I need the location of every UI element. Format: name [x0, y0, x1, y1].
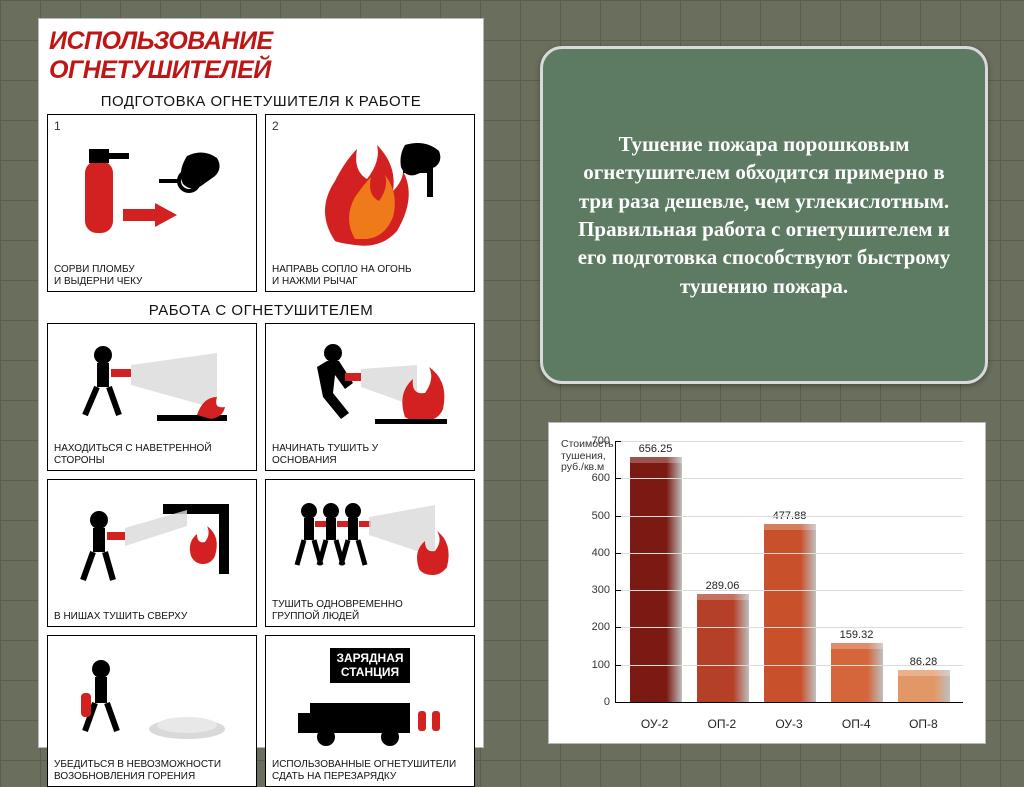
step2-caption: НАПРАВЬ СОПЛО НА ОГОНЬ И НАЖМИ РЫЧАГ [270, 262, 470, 287]
grid-line [616, 590, 963, 591]
y-tick: 500 [592, 510, 616, 522]
prep-step-1: 1 СОРВИ ПЛОМБУ И ВЫДЕРНИ ЧЕКУ [47, 114, 257, 292]
poster: ИСПОЛЬЗОВАНИЕ ОГНЕТУШИТЕЛЕЙ ПОДГОТОВКА О… [38, 18, 484, 748]
y-tick: 600 [592, 472, 616, 484]
work1-caption: НАХОДИТЬСЯ С НАВЕТРЕННОЙ СТОРОНЫ [52, 441, 252, 466]
step-num-2: 2 [272, 119, 279, 133]
bar-value-label: 656.25 [639, 443, 673, 455]
y-tick: 100 [592, 659, 616, 671]
grid-line [616, 553, 963, 554]
bar-column: 656.25 [622, 441, 689, 702]
work1-pictogram [52, 328, 252, 441]
work5-pictogram [52, 640, 252, 757]
x-tick-label: ОП-8 [890, 717, 957, 731]
y-tick: 0 [604, 696, 616, 708]
work6-caption: ИСПОЛЬЗОВАННЫЕ ОГНЕТУШИТЕЛИ СДАТЬ НА ПЕР… [270, 757, 470, 782]
grid-line [616, 516, 963, 517]
poster-title: ИСПОЛЬЗОВАНИЕ ОГНЕТУШИТЕЛЕЙ [47, 25, 475, 89]
work-cell-4: ТУШИТЬ ОДНОВРЕМЕННО ГРУППОЙ ЛЮДЕЙ [265, 479, 475, 627]
step1-caption: СОРВИ ПЛОМБУ И ВЫДЕРНИ ЧЕКУ [52, 262, 252, 287]
x-tick-label: ОП-4 [823, 717, 890, 731]
work6-pictogram: ЗАРЯДНАЯ СТАНЦИЯ [270, 640, 470, 757]
y-tick: 700 [592, 435, 616, 447]
bar: 289.06 [697, 594, 749, 702]
bar-column: 159.32 [823, 441, 890, 702]
work4-caption: ТУШИТЬ ОДНОВРЕМЕННО ГРУППОЙ ЛЮДЕЙ [270, 597, 470, 622]
work2-caption: НАЧИНАТЬ ТУШИТЬ У ОСНОВАНИЯ [270, 441, 470, 466]
work5-caption: УБЕДИТЬСЯ В НЕВОЗМОЖНОСТИ ВОЗОБНОВЛЕНИЯ … [52, 757, 252, 782]
badge-line1: ЗАРЯДНАЯ [336, 651, 403, 665]
work4-pictogram [270, 484, 470, 597]
grid-line [616, 478, 963, 479]
section1-title: ПОДГОТОВКА ОГНЕТУШИТЕЛЯ К РАБОТЕ [47, 93, 475, 110]
grid-line [616, 627, 963, 628]
x-tick-label: ОУ-3 [755, 717, 822, 731]
work-cell-3: В НИШАХ ТУШИТЬ СВЕРХУ [47, 479, 257, 627]
x-tick-label: ОП-2 [688, 717, 755, 731]
work-cell-1: НАХОДИТЬСЯ С НАВЕТРЕННОЙ СТОРОНЫ [47, 323, 257, 471]
work-cell-5: УБЕДИТЬСЯ В НЕВОЗМОЖНОСТИ ВОЗОБНОВЛЕНИЯ … [47, 635, 257, 787]
infobox: Тушение пожара порошковым огнетушителем … [540, 46, 988, 384]
bar-column: 289.06 [689, 441, 756, 702]
bar-column: 477.88 [756, 441, 823, 702]
step1-pictogram [52, 119, 252, 262]
step2-pictogram [270, 119, 470, 262]
infobox-text: Тушение пожара порошковым огнетушителем … [573, 130, 955, 300]
step-num-1: 1 [54, 119, 61, 133]
y-tick: 400 [592, 547, 616, 559]
prep-step-2: 2 НАПРАВЬ СОПЛО НА ОГОНЬ И НАЖМИ РЫЧАГ [265, 114, 475, 292]
x-labels: ОУ-2ОП-2ОУ-3ОП-4ОП-8 [615, 717, 963, 731]
y-tick: 200 [592, 621, 616, 633]
y-tick: 300 [592, 584, 616, 596]
bar-value-label: 86.28 [910, 656, 938, 668]
work-cell-2: НАЧИНАТЬ ТУШИТЬ У ОСНОВАНИЯ [265, 323, 475, 471]
badge-line2: СТАНЦИЯ [341, 665, 399, 679]
bar-column: 86.28 [890, 441, 957, 702]
grid-line [616, 665, 963, 666]
grid-line [616, 441, 963, 442]
bar-value-label: 159.32 [840, 629, 874, 641]
work-cell-6: ЗАРЯДНАЯ СТАНЦИЯ ИСПОЛЬЗОВАННЫЕ ОГНЕТУШИ… [265, 635, 475, 787]
bar: 159.32 [831, 643, 883, 702]
bar: 86.28 [898, 670, 950, 702]
work3-pictogram [52, 484, 252, 609]
plot-area: 656.25289.06477.88159.3286.28 0100200300… [615, 441, 963, 703]
chart-container: Стоимость тушения, руб./кв.м 656.25289.0… [548, 422, 986, 744]
recharge-station-badge: ЗАРЯДНАЯ СТАНЦИЯ [330, 648, 409, 682]
work3-caption: В НИШАХ ТУШИТЬ СВЕРХУ [52, 609, 252, 623]
x-tick-label: ОУ-2 [621, 717, 688, 731]
cost-chart: Стоимость тушения, руб./кв.м 656.25289.0… [559, 433, 975, 737]
work2-pictogram [270, 328, 470, 441]
section2-title: РАБОТА С ОГНЕТУШИТЕЛЕМ [47, 302, 475, 319]
bar: 477.88 [764, 524, 816, 702]
